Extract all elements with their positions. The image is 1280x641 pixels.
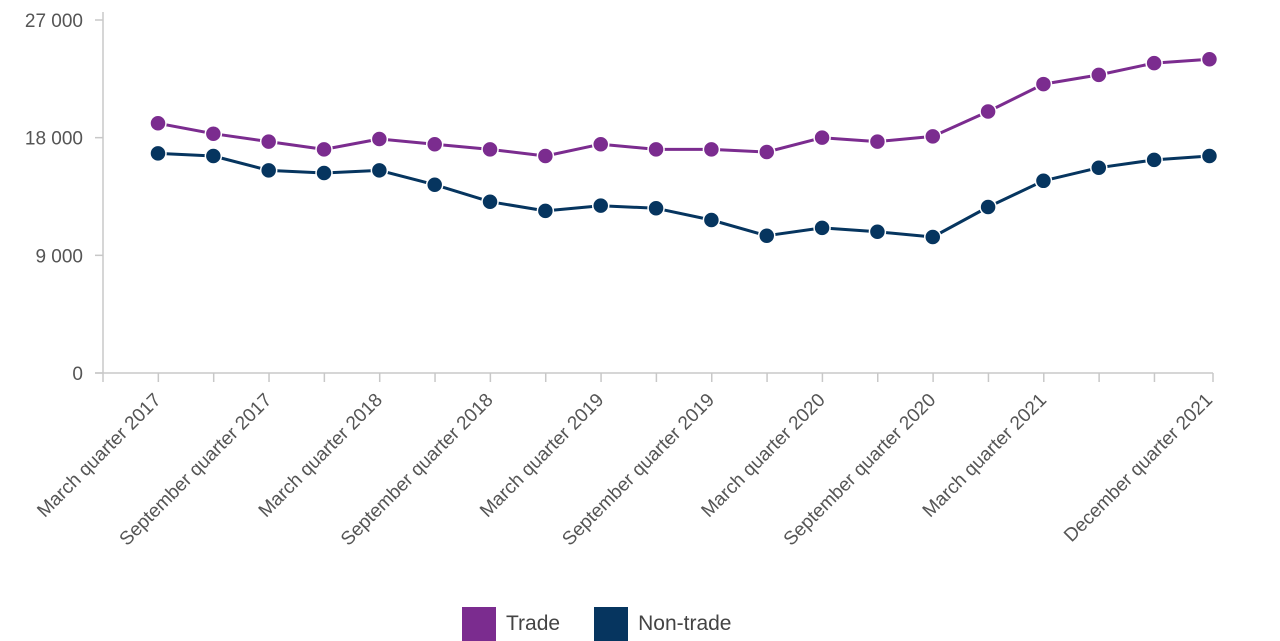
y-tick-label: 0	[72, 364, 83, 385]
x-tick-label: March quarter 2019	[476, 390, 608, 522]
data-point-non-trade	[1090, 158, 1108, 177]
series-points	[149, 50, 1219, 246]
data-point-non-trade	[1145, 151, 1163, 169]
x-tick-label: December quarter 2021	[1060, 390, 1217, 547]
legend-item-trade[interactable]: Trade	[462, 607, 560, 641]
x-tick-label: March quarter 2021	[919, 390, 1051, 522]
data-point-non-trade	[536, 202, 555, 220]
legend: Trade Non-trade	[462, 607, 731, 641]
x-tick-label: March quarter 2018	[255, 390, 387, 522]
data-point-trade	[647, 140, 665, 159]
data-point-trade	[1200, 50, 1219, 68]
data-point-non-trade	[868, 223, 887, 241]
data-point-non-trade	[425, 175, 444, 194]
data-point-trade	[536, 147, 555, 165]
legend-item-non-trade[interactable]: Non-trade	[594, 607, 731, 641]
data-point-non-trade	[149, 144, 167, 163]
data-point-non-trade	[924, 228, 942, 246]
data-point-trade	[259, 132, 278, 151]
data-point-non-trade	[757, 226, 776, 245]
data-point-non-trade	[813, 219, 831, 237]
data-point-trade	[924, 127, 942, 146]
series-line-trade	[157, 57, 1210, 158]
data-point-trade	[757, 143, 776, 161]
data-point-non-trade	[1200, 147, 1219, 165]
data-point-trade	[481, 140, 499, 159]
data-point-trade	[425, 135, 444, 153]
data-point-non-trade	[204, 147, 223, 165]
data-point-non-trade	[315, 164, 333, 182]
data-point-non-trade	[979, 198, 997, 216]
legend-swatch-trade	[462, 607, 496, 641]
data-point-trade	[868, 132, 887, 151]
y-tick-label: 27 000	[25, 11, 83, 32]
legend-label-non-trade: Non-trade	[638, 612, 732, 635]
y-axis-ticks: 0 9 000 18 000 27 000	[25, 11, 103, 385]
data-point-trade	[1145, 54, 1163, 72]
data-point-non-trade	[591, 196, 610, 215]
y-tick-label: 18 000	[25, 129, 83, 150]
data-point-non-trade	[259, 161, 278, 180]
series-line-non-trade	[157, 151, 1210, 239]
data-point-non-trade	[647, 199, 665, 218]
data-point-trade	[204, 124, 223, 143]
data-point-trade	[315, 140, 333, 159]
data-point-trade	[591, 135, 610, 153]
legend-label-trade: Trade	[506, 612, 561, 635]
y-tick-label: 9 000	[35, 246, 83, 267]
data-point-trade	[813, 128, 831, 147]
series-lines	[157, 57, 1210, 239]
data-point-trade	[1034, 75, 1053, 93]
data-point-non-trade	[370, 161, 389, 180]
data-point-non-trade	[481, 192, 499, 211]
data-point-trade	[702, 140, 721, 159]
data-point-non-trade	[702, 211, 721, 229]
chart-axes	[95, 12, 1213, 374]
data-point-trade	[149, 114, 167, 133]
data-point-trade	[979, 102, 997, 121]
data-point-non-trade	[1034, 172, 1053, 190]
data-point-trade	[1090, 66, 1108, 84]
x-tick-label: March quarter 2017	[33, 390, 165, 522]
x-tick-label: March quarter 2020	[698, 390, 830, 522]
data-point-trade	[370, 130, 389, 148]
legend-swatch-non-trade	[594, 607, 629, 641]
